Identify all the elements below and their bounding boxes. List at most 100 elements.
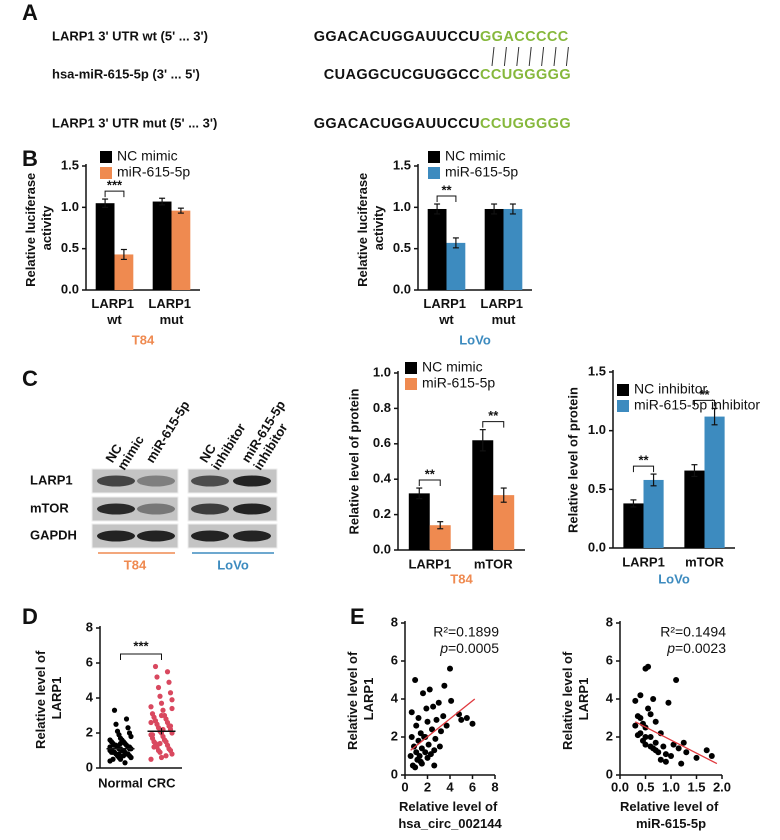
seed-sequence: CCUGGGGG bbox=[480, 116, 571, 132]
significance-bracket bbox=[632, 465, 655, 473]
point bbox=[407, 753, 414, 759]
bar bbox=[408, 493, 430, 550]
y-tick-label: 0.4 bbox=[373, 471, 392, 486]
bar bbox=[95, 203, 115, 290]
bar bbox=[152, 201, 172, 290]
dot bbox=[164, 669, 171, 675]
point bbox=[647, 711, 654, 718]
bar bbox=[643, 479, 664, 548]
legend-swatch bbox=[100, 151, 112, 163]
x-tick-label: 2 bbox=[424, 779, 431, 794]
point bbox=[632, 697, 639, 704]
bar bbox=[484, 208, 504, 290]
x-tick-label: 8 bbox=[491, 779, 498, 794]
y-tick-label: 4 bbox=[391, 690, 399, 705]
y-tick-label: 1.0 bbox=[373, 364, 391, 379]
significance-label: ** bbox=[488, 408, 499, 423]
point bbox=[634, 732, 641, 739]
point bbox=[458, 716, 465, 723]
point bbox=[424, 718, 431, 725]
bar bbox=[472, 440, 494, 550]
sequence: GGACACUGGAUUCCU bbox=[314, 29, 480, 45]
x-tick-label: 4 bbox=[446, 779, 454, 794]
significance-bracket bbox=[436, 195, 457, 203]
significance-label: ** bbox=[699, 387, 710, 402]
bar bbox=[114, 254, 134, 290]
blot-row-label: mTOR bbox=[30, 500, 69, 515]
x-tick-label: 1.5 bbox=[687, 779, 705, 794]
point bbox=[440, 713, 447, 720]
pairing-line bbox=[516, 46, 520, 67]
bar bbox=[427, 208, 447, 290]
point bbox=[413, 722, 420, 729]
point bbox=[645, 705, 652, 712]
point bbox=[662, 751, 669, 758]
panel-label: C bbox=[22, 366, 38, 391]
dot bbox=[123, 716, 130, 722]
annotation: R²=0.1899 bbox=[433, 624, 499, 640]
x-axis-label: T84 bbox=[132, 332, 155, 347]
y-tick-label: 0.2 bbox=[373, 506, 391, 521]
pairing-line bbox=[503, 46, 507, 67]
point bbox=[408, 709, 415, 716]
y-tick-label: 8 bbox=[391, 614, 398, 629]
point bbox=[426, 686, 433, 693]
y-axis-label: Relative level of LARP1 bbox=[345, 648, 376, 750]
point bbox=[642, 741, 649, 748]
trendline bbox=[635, 721, 718, 765]
point bbox=[431, 747, 438, 754]
blot-column-label: miR-615-5p bbox=[143, 398, 193, 465]
bar bbox=[171, 210, 191, 290]
panel-label: A bbox=[22, 0, 38, 25]
pairing-line bbox=[565, 46, 569, 67]
legend-swatch bbox=[100, 167, 112, 179]
point bbox=[703, 747, 710, 754]
annotation: R²=0.1494 bbox=[660, 624, 726, 640]
y-tick-label: 2 bbox=[606, 728, 613, 743]
legend-swatch bbox=[405, 378, 417, 390]
pairing-line bbox=[528, 46, 532, 67]
bar bbox=[493, 495, 515, 550]
legend-label: miR-615-5p bbox=[422, 375, 495, 391]
y-tick-label: 0 bbox=[391, 766, 398, 781]
y-tick-label: 1.0 bbox=[588, 422, 606, 437]
point bbox=[642, 734, 649, 740]
x-axis-label: Relative level of miR-615-5p bbox=[620, 799, 722, 831]
y-tick-label: 6 bbox=[606, 652, 613, 667]
y-tick-label: 6 bbox=[86, 654, 93, 669]
blot-band bbox=[137, 530, 175, 542]
dot bbox=[161, 737, 168, 743]
trendline bbox=[410, 698, 476, 751]
point bbox=[431, 762, 438, 769]
blot-column-label: miR-615-5p inhibitor bbox=[239, 395, 303, 473]
point bbox=[647, 743, 654, 750]
sequence-label: LARP1 3' UTR mut (5' ... 3') bbox=[52, 115, 217, 130]
x-tick-label: 0.5 bbox=[636, 779, 654, 794]
point bbox=[632, 722, 639, 729]
point bbox=[683, 749, 690, 756]
dot bbox=[122, 760, 128, 766]
bar bbox=[684, 470, 705, 548]
bar bbox=[446, 242, 466, 290]
y-axis-label: Relative level of protein bbox=[346, 388, 361, 534]
legend-label: miR-615-5p bbox=[445, 164, 518, 180]
point bbox=[417, 758, 424, 765]
blot-column-label: NC mimic bbox=[103, 426, 148, 473]
x-tick-label: 0.0 bbox=[611, 779, 629, 794]
x-tick-label: LARP1 bbox=[622, 554, 665, 569]
point bbox=[662, 758, 669, 765]
dot bbox=[157, 740, 163, 747]
y-tick-label: 4 bbox=[86, 689, 94, 704]
point bbox=[423, 705, 430, 712]
annotation: p=0.0023 bbox=[666, 640, 726, 656]
legend-label: NC mimic bbox=[117, 148, 178, 164]
x-tick-label: mTOR bbox=[685, 554, 724, 569]
dot bbox=[148, 704, 154, 710]
significance-bracket bbox=[104, 190, 125, 198]
dot bbox=[158, 712, 165, 719]
point bbox=[678, 760, 685, 767]
point bbox=[422, 749, 429, 756]
x-axis-label: LoVo bbox=[658, 571, 690, 586]
dot bbox=[116, 751, 122, 757]
